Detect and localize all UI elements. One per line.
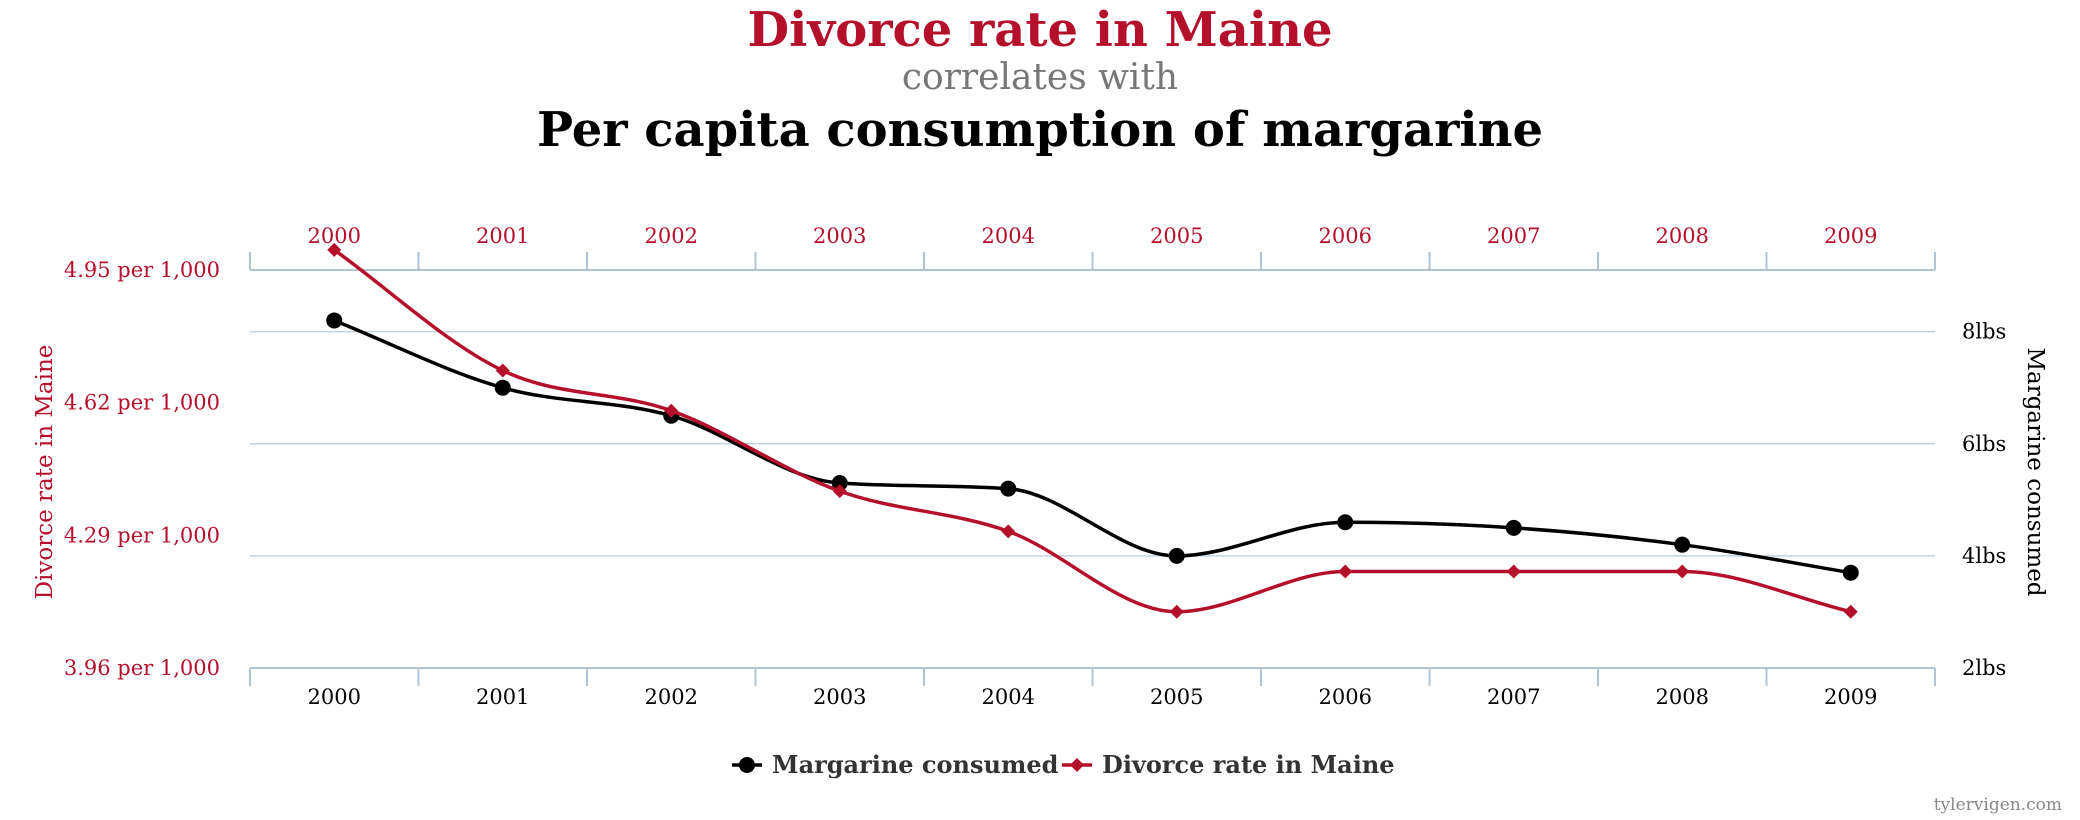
data-point-margarine-consumed <box>494 379 511 396</box>
axes: 2000200020012001200220022003200320042004… <box>64 224 2006 709</box>
data-point-divorce-rate-in-maine <box>1675 564 1690 579</box>
top-x-tick-label: 2001 <box>476 224 529 248</box>
right-y-tick-label: 8lbs <box>1962 320 2006 344</box>
data-point-divorce-rate-in-maine <box>327 242 342 257</box>
bottom-x-tick-label: 2006 <box>1319 685 1372 709</box>
legend-label: Divorce rate in Maine <box>1102 750 1395 779</box>
top-x-tick-label: 2008 <box>1656 224 1709 248</box>
chart-title-2: Per capita consumption of margarine <box>537 102 1543 158</box>
data-point-margarine-consumed <box>1000 480 1017 497</box>
data-point-divorce-rate-in-maine <box>1001 524 1016 539</box>
data-point-divorce-rate-in-maine <box>832 484 847 499</box>
bottom-x-tick-label: 2004 <box>982 685 1035 709</box>
top-x-tick-label: 2003 <box>813 224 866 248</box>
right-y-tick-label: 4lbs <box>1962 544 2006 568</box>
bottom-x-tick-label: 2001 <box>476 685 529 709</box>
left-y-tick-label: 4.95 per 1,000 <box>64 258 220 282</box>
top-x-tick-label: 2002 <box>645 224 698 248</box>
top-x-tick-label: 2009 <box>1824 224 1877 248</box>
right-y-tick-label: 6lbs <box>1962 432 2006 456</box>
series-line-divorce-rate-in-maine <box>333 248 1852 614</box>
data-point-divorce-rate-in-maine <box>1506 564 1521 579</box>
legend-marker <box>1070 758 1084 772</box>
bottom-x-tick-label: 2000 <box>308 685 361 709</box>
series-line-margarine-consumed <box>333 318 1852 575</box>
bottom-x-tick-label: 2008 <box>1656 685 1709 709</box>
left-y-tick-label: 4.29 per 1,000 <box>64 523 220 547</box>
data-point-margarine-consumed <box>1337 514 1354 531</box>
bottom-x-tick-label: 2005 <box>1150 685 1203 709</box>
series <box>326 242 1859 619</box>
legend-marker <box>739 757 755 773</box>
top-x-tick-label: 2007 <box>1487 224 1540 248</box>
grid <box>250 330 1935 557</box>
data-point-divorce-rate-in-maine <box>1338 564 1353 579</box>
right-axis-title: Margarine consumed <box>2022 347 2048 596</box>
data-point-divorce-rate-in-maine <box>1169 604 1184 619</box>
left-y-tick-label: 3.96 per 1,000 <box>64 656 220 680</box>
data-point-margarine-consumed <box>1168 547 1185 564</box>
chart-title: Divorce rate in Maine <box>747 2 1332 58</box>
data-point-margarine-consumed <box>1505 519 1522 536</box>
credit-text: tylervigen.com <box>1934 795 2062 815</box>
left-y-tick-label: 4.62 per 1,000 <box>64 391 220 415</box>
data-point-divorce-rate-in-maine <box>664 403 679 418</box>
data-point-divorce-rate-in-maine <box>495 363 510 378</box>
legend: Margarine consumed Divorce rate in Maine <box>732 750 1395 779</box>
left-axis-title: Divorce rate in Maine <box>32 345 58 600</box>
data-point-margarine-consumed <box>1842 564 1859 581</box>
data-point-divorce-rate-in-maine <box>1843 604 1858 619</box>
bottom-x-tick-label: 2002 <box>645 685 698 709</box>
legend-item-margarine-consumed: Margarine consumed <box>732 750 1059 779</box>
top-x-tick-label: 2006 <box>1319 224 1372 248</box>
legend-item-divorce-rate-in-maine: Divorce rate in Maine <box>1062 750 1395 779</box>
data-point-margarine-consumed <box>326 312 343 329</box>
chart-subtitle: correlates with <box>902 57 1178 98</box>
data-point-margarine-consumed <box>1674 536 1691 553</box>
bottom-x-tick-label: 2003 <box>813 685 866 709</box>
top-x-tick-label: 2005 <box>1150 224 1203 248</box>
legend-label: Margarine consumed <box>772 750 1059 779</box>
top-x-tick-label: 2004 <box>982 224 1035 248</box>
bottom-x-tick-label: 2007 <box>1487 685 1540 709</box>
bottom-x-tick-label: 2009 <box>1824 685 1877 709</box>
right-y-tick-label: 2lbs <box>1962 656 2006 680</box>
data-point-margarine-consumed <box>831 475 848 492</box>
